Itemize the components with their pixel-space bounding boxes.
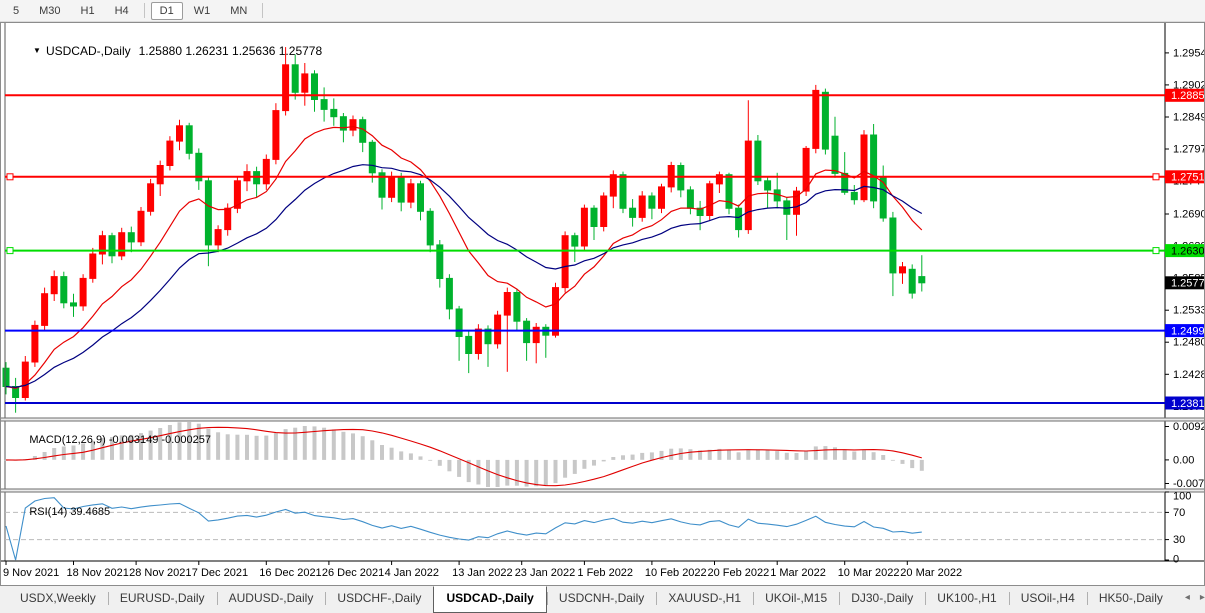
horizontal-line-1.26306[interactable]: 1.26306 <box>5 244 1204 257</box>
symbol-timeframe-label: USDCAD-,Daily <box>45 44 131 58</box>
svg-text:1.27515: 1.27515 <box>1171 172 1204 184</box>
svg-text:1.25330: 1.25330 <box>1173 305 1204 317</box>
chart-title: ▼ USDCAD-,Daily 1.25880 1.26231 1.25636 1.… <box>13 31 322 71</box>
macd-indicator-label: MACD(12,26,9) -0.003149 -0.000257 <box>11 422 211 458</box>
svg-text:1 Feb 2022: 1 Feb 2022 <box>577 567 633 579</box>
tab-scroll-left-icon[interactable]: ◂ <box>1184 592 1190 603</box>
svg-text:0.009278: 0.009278 <box>1173 421 1204 433</box>
chart-dropdown-arrow[interactable]: ▼ <box>33 46 41 55</box>
current-price-label: 1.25778 <box>1165 276 1204 290</box>
svg-text:-0.00750: -0.00750 <box>1173 478 1204 490</box>
svg-text:1.23810: 1.23810 <box>1171 398 1204 410</box>
svg-text:30: 30 <box>1173 534 1185 546</box>
timeframe-button-mn[interactable]: MN <box>230 4 248 17</box>
tab-usdchf-[interactable]: USDCHF-,Daily <box>337 591 422 605</box>
tab-ukoil-[interactable]: UKOil-,M15 <box>765 591 828 605</box>
svg-text:1.26306: 1.26306 <box>1171 245 1204 257</box>
tab-eurusd-[interactable]: EURUSD-,Daily <box>119 591 205 605</box>
macd-signal-line <box>5 426 922 487</box>
ema-fast-line <box>5 125 923 389</box>
svg-text:70: 70 <box>1173 507 1185 519</box>
price-chart-canvas[interactable]: 1.295451.290201.284951.279701.274451.269… <box>1 23 1204 585</box>
macd-name: MACD(12,26,9) <box>29 434 106 446</box>
tab-scroll-arrows: ◂ ▸ <box>1185 586 1205 613</box>
svg-text:1.24805: 1.24805 <box>1173 337 1204 349</box>
tab-xauusd-[interactable]: XAUUSD-,H1 <box>668 591 742 605</box>
tab-usdcad-[interactable]: USDCAD-,Daily <box>433 586 547 613</box>
macd-values: -0.003149 -0.000257 <box>108 434 211 446</box>
svg-text:0: 0 <box>1173 554 1179 566</box>
timeframe-button-h4[interactable]: H4 <box>114 4 129 17</box>
rsi-name: RSI(14) <box>29 506 68 518</box>
panel-splitter[interactable] <box>1 418 1204 421</box>
ema-slow-line <box>5 164 923 388</box>
svg-text:1.29020: 1.29020 <box>1173 79 1204 91</box>
svg-text:1.28495: 1.28495 <box>1173 112 1204 124</box>
date-axis: 9 Nov 2021 18 Nov 2021 28 Nov 2021 7 Dec 20… <box>3 561 962 579</box>
svg-text:10 Feb 2022: 10 Feb 2022 <box>645 567 707 579</box>
timeframe-button-d1[interactable]: D1 <box>150 1 183 20</box>
svg-text:18 Nov 2021: 18 Nov 2021 <box>67 567 129 579</box>
svg-text:100: 100 <box>1173 491 1191 503</box>
tab-scroll-right-icon[interactable]: ▸ <box>1199 592 1205 603</box>
svg-text:13 Jan 2022: 13 Jan 2022 <box>452 567 513 579</box>
ohlc-readout: 1.25880 1.26231 1.25636 1.25778 <box>138 44 323 58</box>
svg-text:7 Dec 2021: 7 Dec 2021 <box>192 567 248 579</box>
candlestick-series <box>2 47 926 413</box>
chart-window[interactable]: 1.295451.290201.284951.279701.274451.269… <box>0 22 1205 586</box>
panel-splitter[interactable] <box>1 489 1204 492</box>
toolbar-separator <box>143 3 145 18</box>
svg-text:10 Mar 2022: 10 Mar 2022 <box>838 567 900 579</box>
tab-uk100-[interactable]: UK100-,H1 <box>937 591 997 605</box>
svg-text:9 Nov 2021: 9 Nov 2021 <box>3 567 59 579</box>
svg-text:1.29545: 1.29545 <box>1173 47 1204 59</box>
svg-text:23 Jan 2022: 23 Jan 2022 <box>515 567 576 579</box>
tab-usdx[interactable]: USDX,Weekly <box>20 591 96 605</box>
toolbar-separator <box>262 3 264 18</box>
svg-text:0.00: 0.00 <box>1173 454 1194 466</box>
svg-text:20 Mar 2022: 20 Mar 2022 <box>900 567 962 579</box>
horizontal-line-1.24995[interactable]: 1.24995 <box>5 324 1204 337</box>
svg-text:1.26905: 1.26905 <box>1173 209 1204 221</box>
horizontal-line-1.27515[interactable]: 1.27515 <box>5 170 1204 184</box>
svg-text:1.24995: 1.24995 <box>1171 325 1204 337</box>
horizontal-line-1.23810[interactable]: 1.23810 <box>5 396 1204 410</box>
tab-usoil-[interactable]: USOil-,H4 <box>1020 591 1075 605</box>
svg-text:1.24280: 1.24280 <box>1173 369 1204 381</box>
svg-text:28 Nov 2021: 28 Nov 2021 <box>129 567 191 579</box>
svg-text:26 Dec 2021: 26 Dec 2021 <box>322 567 384 579</box>
tab-dj30-[interactable]: DJ30-,Daily <box>851 591 914 605</box>
svg-text:1 Mar 2022: 1 Mar 2022 <box>770 567 826 579</box>
svg-text:4 Jan 2022: 4 Jan 2022 <box>385 567 439 579</box>
timeframe-toolbar: 5 M30 H1 H4 D1 W1 MN <box>0 0 1205 22</box>
timeframe-button-m30[interactable]: M30 <box>39 4 61 17</box>
svg-text:16 Dec 2021: 16 Dec 2021 <box>259 567 321 579</box>
rsi-line <box>5 497 922 561</box>
rsi-value: 39.4685 <box>70 506 111 518</box>
svg-text:1.27970: 1.27970 <box>1173 144 1204 156</box>
tab-usdcnh-[interactable]: USDCNH-,Daily <box>558 591 645 605</box>
svg-text:1.25778: 1.25778 <box>1171 278 1204 290</box>
svg-text:20 Feb 2022: 20 Feb 2022 <box>708 567 770 579</box>
timeframe-button-5[interactable]: 5 <box>13 4 20 17</box>
timeframe-button-w1[interactable]: W1 <box>193 4 211 17</box>
timeframe-button-h1[interactable]: H1 <box>80 4 95 17</box>
tab-audusd-[interactable]: AUDUSD-,Daily <box>228 591 314 605</box>
symbol-tab-bar: USDX,Weekly EURUSD-,Daily AUDUSD-,Daily USD… <box>0 586 1205 613</box>
tab-hk50-[interactable]: HK50-,Daily <box>1098 591 1163 605</box>
rsi-indicator-label: RSI(14) 39.4685 <box>11 494 110 530</box>
